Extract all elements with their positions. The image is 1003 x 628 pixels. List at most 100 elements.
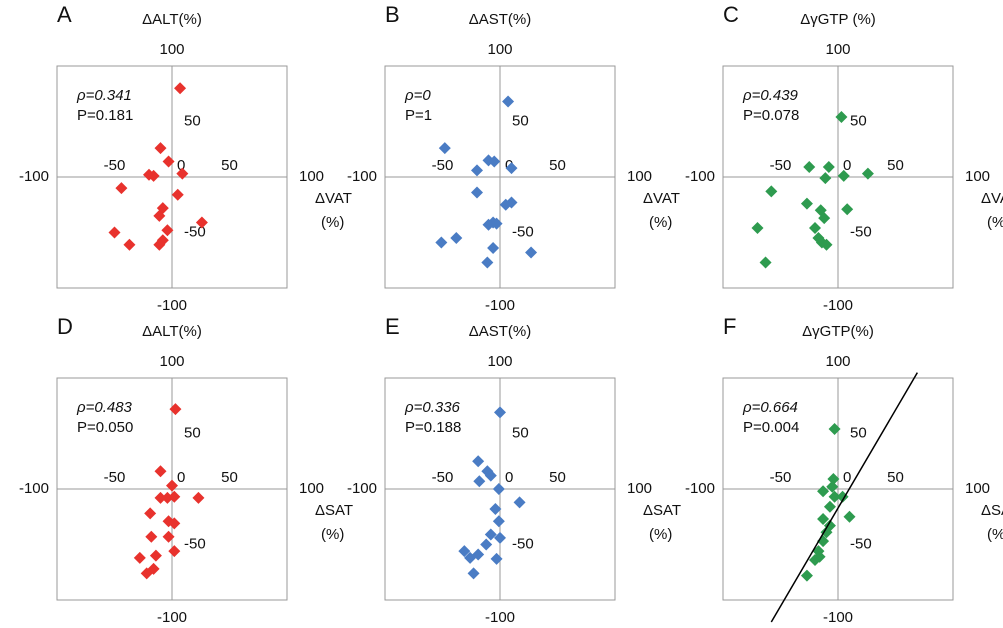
panel-letter: D bbox=[57, 314, 73, 339]
x-axis-label: ΔSAT bbox=[981, 502, 1003, 519]
x-tick-label: 0 bbox=[505, 469, 513, 486]
data-point bbox=[467, 567, 480, 580]
data-point bbox=[490, 552, 503, 565]
x-axis-label: ΔVAT bbox=[981, 190, 1003, 207]
panel-letter: A bbox=[57, 2, 72, 27]
data-point bbox=[827, 473, 840, 486]
p-value-label: P=0.181 bbox=[77, 107, 133, 124]
data-point bbox=[481, 256, 494, 269]
x-tick-label: 0 bbox=[843, 157, 851, 174]
y-tick-label: -50 bbox=[512, 223, 534, 240]
x-tick-label: -50 bbox=[432, 469, 454, 486]
data-point bbox=[149, 549, 162, 562]
y-tick-label: 100 bbox=[487, 353, 512, 370]
y-tick-label: 50 bbox=[184, 112, 201, 129]
data-point bbox=[828, 423, 841, 436]
x-tick-label: -50 bbox=[432, 157, 454, 174]
data-point bbox=[153, 209, 166, 222]
data-point bbox=[174, 82, 187, 95]
rho-label: ρ=0 bbox=[404, 87, 431, 104]
x-axis-label: ΔSAT bbox=[315, 502, 353, 519]
panel-letter: C bbox=[723, 2, 739, 27]
x-tick-label: -100 bbox=[347, 168, 377, 185]
y-tick-label: 50 bbox=[512, 424, 529, 441]
y-tick-label: 50 bbox=[184, 424, 201, 441]
data-point bbox=[487, 242, 500, 255]
y-tick-label: -100 bbox=[485, 609, 515, 623]
data-point bbox=[819, 172, 832, 185]
y-axis-label: ΔALT(%) bbox=[142, 11, 202, 28]
data-point bbox=[494, 406, 506, 419]
y-axis-label: ΔγGTP (%) bbox=[800, 11, 876, 28]
x-tick-label: -50 bbox=[104, 157, 126, 174]
x-tick-label: 50 bbox=[549, 469, 566, 486]
data-point bbox=[803, 161, 816, 174]
data-point bbox=[817, 485, 830, 498]
data-point bbox=[751, 222, 764, 235]
panel-letter: B bbox=[385, 2, 400, 27]
data-point bbox=[162, 530, 175, 543]
data-point bbox=[145, 530, 158, 543]
data-point bbox=[169, 403, 182, 416]
data-point bbox=[525, 246, 538, 259]
y-tick-label: -50 bbox=[850, 535, 872, 552]
data-point bbox=[484, 528, 497, 541]
data-point bbox=[800, 197, 813, 210]
data-point bbox=[502, 95, 515, 108]
x-tick-label: 100 bbox=[299, 480, 324, 497]
x-tick-label: 50 bbox=[549, 157, 566, 174]
x-tick-label: 100 bbox=[627, 480, 652, 497]
x-tick-label: -100 bbox=[685, 480, 715, 497]
x-tick-label: 100 bbox=[299, 168, 324, 185]
x-tick-label: -50 bbox=[770, 469, 792, 486]
rho-label: ρ=0.341 bbox=[76, 87, 132, 104]
x-axis-label: (%) bbox=[649, 526, 672, 543]
x-tick-label: 50 bbox=[887, 157, 904, 174]
y-tick-label: -100 bbox=[823, 297, 853, 314]
panel-letter: F bbox=[723, 314, 736, 339]
data-point bbox=[154, 491, 167, 504]
y-tick-label: 100 bbox=[825, 41, 850, 58]
data-point bbox=[162, 155, 175, 168]
x-tick-label: 50 bbox=[221, 469, 238, 486]
x-tick-label: 100 bbox=[627, 168, 652, 185]
y-axis-label: ΔγGTP(%) bbox=[802, 323, 874, 340]
x-tick-label: 100 bbox=[965, 480, 990, 497]
data-point bbox=[492, 483, 505, 495]
data-point bbox=[168, 545, 181, 558]
data-point bbox=[176, 167, 189, 180]
data-point bbox=[171, 188, 184, 201]
data-point bbox=[161, 224, 174, 237]
data-point bbox=[823, 500, 836, 513]
y-tick-label: -50 bbox=[184, 223, 206, 240]
y-tick-label: 100 bbox=[159, 353, 184, 370]
y-tick-label: -100 bbox=[823, 609, 853, 623]
data-point bbox=[473, 475, 486, 488]
x-tick-label: 0 bbox=[843, 469, 851, 486]
y-tick-label: 50 bbox=[850, 424, 867, 441]
p-value-label: P=1 bbox=[405, 107, 432, 124]
data-point bbox=[168, 490, 181, 503]
p-value-label: P=0.188 bbox=[405, 419, 461, 436]
y-tick-label: -100 bbox=[157, 297, 187, 314]
y-tick-label: -50 bbox=[512, 535, 534, 552]
x-axis-label: ΔVAT bbox=[643, 190, 680, 207]
data-point bbox=[800, 569, 813, 582]
data-point bbox=[505, 162, 518, 175]
panel-letter: E bbox=[385, 314, 400, 339]
data-point bbox=[826, 480, 839, 493]
data-point bbox=[438, 142, 451, 155]
y-tick-label: -100 bbox=[485, 297, 515, 314]
data-point bbox=[843, 510, 856, 523]
data-point bbox=[499, 198, 512, 211]
data-point bbox=[168, 517, 181, 530]
p-value-label: P=0.050 bbox=[77, 419, 133, 436]
data-point bbox=[471, 186, 483, 199]
y-axis-label: ΔAST(%) bbox=[469, 323, 532, 340]
data-point bbox=[133, 551, 146, 564]
y-tick-label: -50 bbox=[850, 223, 872, 240]
y-tick-label: -50 bbox=[184, 535, 206, 552]
rho-label: ρ=0.483 bbox=[76, 399, 133, 416]
data-point bbox=[435, 236, 448, 249]
